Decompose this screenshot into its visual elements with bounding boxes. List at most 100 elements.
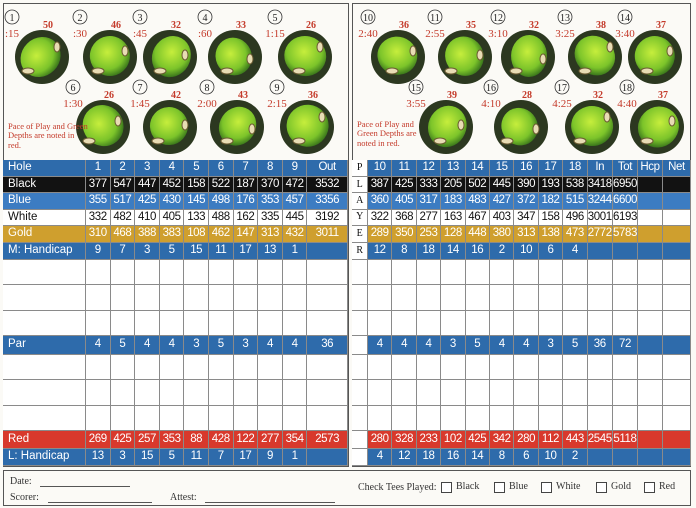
empty-cell bbox=[233, 355, 259, 381]
empty-cell bbox=[209, 380, 234, 406]
score-cell: 280 bbox=[368, 431, 393, 449]
empty-cell bbox=[233, 380, 259, 406]
score-cell: 328 bbox=[392, 431, 417, 449]
empty-cell bbox=[587, 449, 613, 466]
empty-cell bbox=[352, 336, 368, 355]
bunker bbox=[433, 137, 447, 145]
score-cell: 158 bbox=[538, 209, 564, 226]
side-letter: E bbox=[352, 226, 368, 243]
score-cell: 176 bbox=[233, 193, 259, 210]
header-cell: 5 bbox=[184, 160, 209, 177]
empty-cell bbox=[135, 405, 160, 431]
hole-number: 6 bbox=[71, 83, 76, 94]
score-cell: 538 bbox=[563, 177, 588, 193]
score-cell: 310 bbox=[86, 226, 111, 243]
tee-checkbox[interactable] bbox=[644, 482, 655, 493]
pace-time: 2:00 bbox=[197, 98, 217, 110]
date-label: Date: bbox=[10, 476, 32, 487]
green-depth: 46 bbox=[111, 20, 121, 31]
empty-cell bbox=[307, 243, 348, 260]
empty-cell bbox=[184, 405, 209, 431]
hole-number: 9 bbox=[275, 83, 280, 94]
score-cell: 257 bbox=[135, 431, 160, 449]
score-cell: 15 bbox=[184, 243, 209, 260]
hole-number: 7 bbox=[138, 83, 143, 94]
score-cell: 4 bbox=[416, 336, 442, 355]
empty-cell bbox=[441, 310, 466, 336]
empty-cell bbox=[490, 405, 515, 431]
empty-cell bbox=[587, 285, 613, 311]
bunker bbox=[114, 115, 122, 127]
score-cell: 488 bbox=[209, 209, 234, 226]
score-cell: 317 bbox=[416, 193, 442, 210]
empty-cell bbox=[282, 260, 308, 286]
score-cell: 4 bbox=[282, 336, 308, 355]
score-cell: 253 bbox=[416, 226, 442, 243]
scorer-label: Scorer: bbox=[10, 492, 39, 503]
empty-cell bbox=[110, 285, 136, 311]
bunker bbox=[181, 49, 189, 61]
score-cell: 183 bbox=[441, 193, 466, 210]
bunker bbox=[53, 41, 61, 53]
side-letter: P bbox=[352, 160, 368, 177]
empty-cell bbox=[392, 285, 417, 311]
empty-cell bbox=[663, 405, 691, 431]
empty-cell bbox=[258, 310, 283, 336]
score-cell: 8 bbox=[490, 449, 515, 466]
score-cell: 342 bbox=[490, 431, 515, 449]
hole-number-ring bbox=[132, 9, 148, 25]
empty-cell bbox=[638, 449, 663, 466]
empty-cell bbox=[159, 355, 185, 381]
empty-cell bbox=[638, 310, 663, 336]
empty-cell bbox=[465, 355, 490, 381]
empty-cell bbox=[663, 260, 691, 286]
empty-cell bbox=[209, 355, 234, 381]
green-depth: 33 bbox=[236, 20, 246, 31]
empty-cell bbox=[135, 285, 160, 311]
empty-cell bbox=[392, 405, 417, 431]
score-cell: 380 bbox=[490, 226, 515, 243]
score-cell: 498 bbox=[209, 193, 234, 210]
pace-time: 2:40 bbox=[358, 28, 378, 40]
empty-cell bbox=[3, 405, 86, 431]
score-cell: 162 bbox=[233, 209, 259, 226]
empty-cell bbox=[135, 310, 160, 336]
score-cell: 10 bbox=[538, 449, 564, 466]
score-cell: 16 bbox=[465, 243, 490, 260]
bunker bbox=[640, 137, 654, 145]
empty-cell bbox=[282, 285, 308, 311]
row-label: L: Handicap bbox=[3, 449, 86, 466]
tee-checkbox[interactable] bbox=[596, 482, 607, 493]
empty-cell bbox=[368, 310, 393, 336]
score-cell: 370 bbox=[258, 177, 283, 193]
hole-number: 4 bbox=[203, 13, 208, 24]
bunker bbox=[457, 119, 465, 131]
tee-checkbox[interactable] bbox=[494, 482, 505, 493]
pace-time: 3:55 bbox=[406, 98, 426, 110]
green-depth: 36 bbox=[399, 20, 409, 31]
score-cell: 3 bbox=[184, 336, 209, 355]
score-cell: 468 bbox=[110, 226, 136, 243]
bunker bbox=[409, 45, 417, 57]
pace-time: :15 bbox=[5, 28, 20, 40]
score-cell: 7 bbox=[110, 243, 136, 260]
empty-cell bbox=[663, 449, 691, 466]
score-cell: 377 bbox=[86, 177, 111, 193]
empty-cell bbox=[416, 310, 442, 336]
green-depth: 32 bbox=[171, 20, 181, 31]
score-cell: 522 bbox=[209, 177, 234, 193]
row-label: Blue bbox=[3, 193, 86, 210]
bunker bbox=[181, 119, 189, 131]
empty-cell bbox=[613, 260, 638, 286]
empty-cell bbox=[587, 355, 613, 381]
score-cell: 4 bbox=[86, 336, 111, 355]
pace-time: 3:40 bbox=[615, 28, 635, 40]
pace-time: 2:55 bbox=[425, 28, 445, 40]
tee-checkbox[interactable] bbox=[441, 482, 452, 493]
score-cell: 18 bbox=[416, 243, 442, 260]
empty-cell bbox=[352, 431, 368, 449]
tee-checkbox[interactable] bbox=[541, 482, 552, 493]
header-cell: 11 bbox=[392, 160, 417, 177]
hole-number: 10 bbox=[363, 13, 373, 24]
empty-cell bbox=[663, 193, 691, 210]
